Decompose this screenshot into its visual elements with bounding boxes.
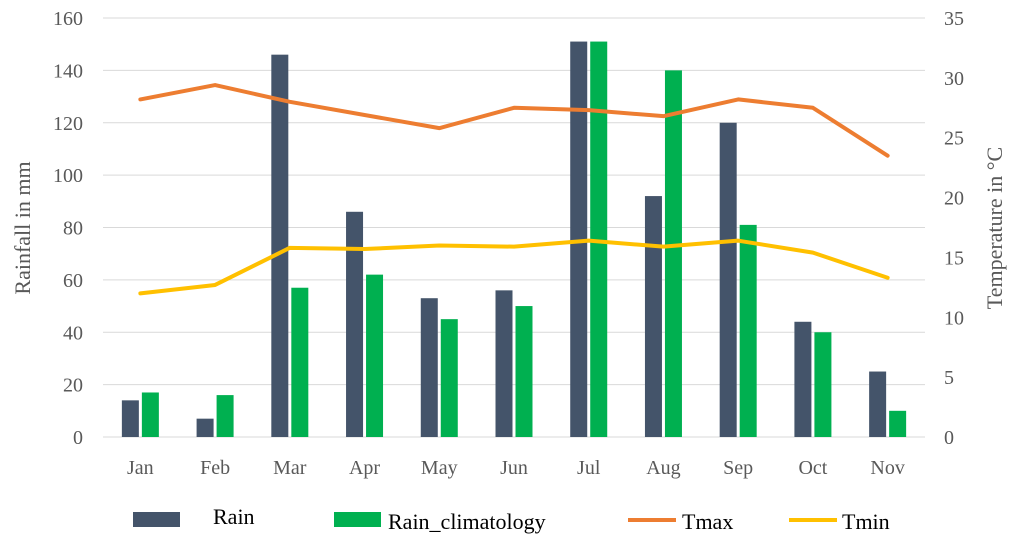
bar-rain-climatology-feb (216, 395, 234, 437)
bar-rain-climatology-mar (291, 287, 309, 437)
bar-rain-climatology-jul (590, 41, 608, 437)
x-tick-label: Apr (349, 457, 380, 479)
left-tick-label: 140 (53, 60, 83, 82)
x-tick-label: Jul (577, 457, 601, 479)
left-tick-label: 120 (53, 113, 83, 135)
bar-rain-jul (570, 41, 588, 437)
bar-rain-climatology-may (440, 319, 458, 437)
right-tick-label: 35 (944, 8, 964, 30)
bar-rain-aug (644, 196, 662, 437)
bar-rain-mar (271, 54, 289, 437)
left-tick-label: 20 (63, 375, 83, 397)
x-tick-label: Feb (200, 457, 230, 479)
right-tick-label: 25 (944, 128, 964, 150)
legend-swatch-rain (133, 512, 180, 527)
bar-rain-climatology-jan (141, 392, 159, 437)
right-tick-label: 5 (944, 367, 954, 389)
left-tick-label: 160 (53, 8, 83, 30)
bar-rain-climatology-apr (366, 274, 384, 437)
right-tick-label: 30 (944, 68, 964, 90)
line-series (138, 83, 890, 296)
legend-label-tmin: Tmin (842, 509, 890, 534)
line-tmin (138, 238, 890, 296)
right-tick-label: 0 (944, 427, 954, 449)
right-tick-label: 20 (944, 188, 964, 210)
left-axis-title: Rainfall in mm (10, 161, 35, 294)
bar-rain-nov (869, 371, 887, 437)
bar-rain-oct (794, 321, 812, 437)
line-tmax (138, 83, 890, 158)
right-tick-label: 15 (944, 247, 964, 269)
gridlines (103, 17, 925, 438)
left-tick-label: 0 (73, 427, 83, 449)
x-tick-label: Nov (870, 457, 904, 479)
bar-rain-feb (196, 418, 214, 437)
left-tick-label: 40 (63, 322, 83, 344)
bar-rain-jun (495, 290, 513, 437)
bar-series (121, 41, 907, 437)
x-tick-label: Oct (798, 457, 827, 479)
x-tick-label: Jun (500, 457, 528, 479)
x-tick-label: Sep (723, 457, 753, 479)
bar-rain-may (420, 298, 438, 437)
left-axis-ticks: 0 20 40 60 80 100 120 140 160 (53, 8, 83, 449)
right-axis-title: Temperature in °C (982, 147, 1007, 309)
legend-label-rain: Rain (213, 504, 255, 529)
x-tick-label: May (421, 457, 458, 479)
left-tick-label: 60 (63, 270, 83, 292)
legend-label-tmax: Tmax (682, 509, 733, 534)
bar-rain-climatology-nov (889, 410, 907, 437)
bar-rain-climatology-sep (739, 224, 757, 437)
x-axis-ticks: Jan Feb Mar Apr May Jun Jul Aug Sep Oct Nov (127, 457, 905, 479)
bar-rain-sep (719, 122, 737, 437)
x-tick-label: Aug (646, 457, 680, 479)
bar-rain-climatology-aug (664, 70, 682, 437)
legend: Rain Rain_climatology Tmax Tmin (133, 504, 890, 534)
bar-rain-jan (121, 400, 139, 437)
bar-rain-apr (346, 211, 364, 437)
x-tick-label: Jan (127, 457, 154, 479)
right-tick-label: 10 (944, 307, 964, 329)
bar-rain-climatology-oct (814, 332, 832, 437)
right-axis-ticks: 0 5 10 15 20 25 30 35 (944, 8, 964, 449)
bar-rain-climatology-jun (515, 306, 533, 437)
x-tick-label: Mar (273, 457, 307, 479)
legend-label-rain-climatology: Rain_climatology (388, 509, 546, 534)
left-tick-label: 100 (53, 165, 83, 187)
legend-swatch-rain-climatology (334, 512, 381, 527)
left-tick-label: 80 (63, 218, 83, 240)
